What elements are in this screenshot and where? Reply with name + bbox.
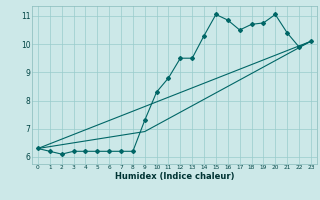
X-axis label: Humidex (Indice chaleur): Humidex (Indice chaleur) (115, 172, 234, 181)
